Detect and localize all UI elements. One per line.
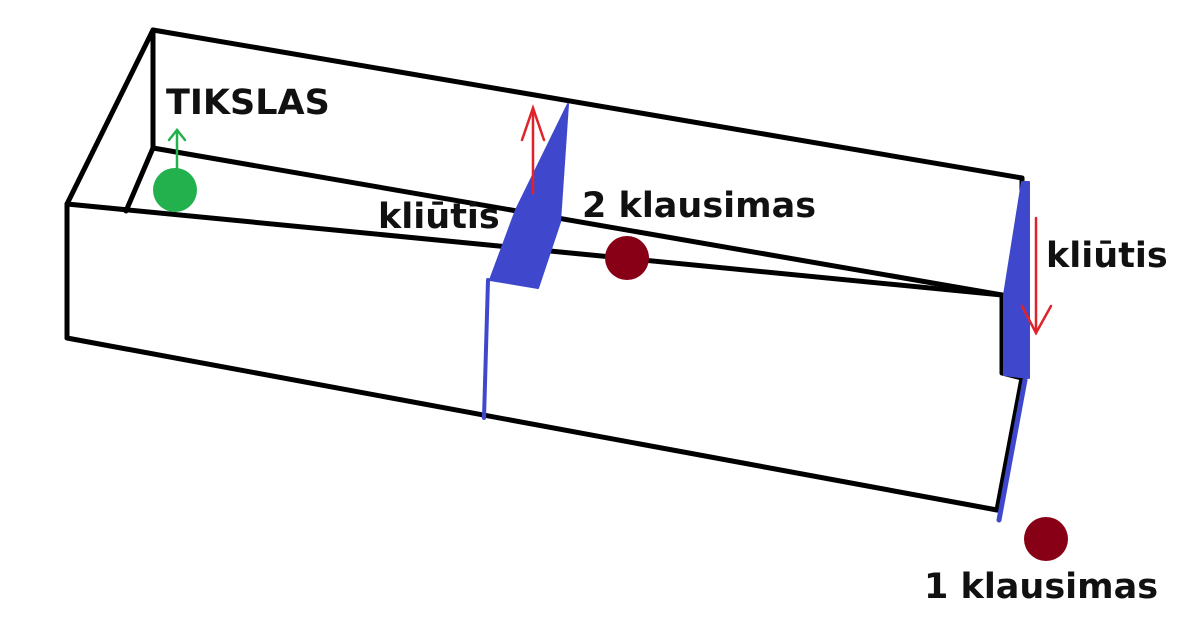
- green-ball-icon: [153, 168, 197, 212]
- right-barrier: [996, 181, 1030, 523]
- middle-barrier: [482, 103, 569, 420]
- obstacle-middle-label: kliūtis: [378, 197, 500, 237]
- middle-barrier-lower-edge: [482, 278, 490, 420]
- goal-label: TIKSLAS: [166, 83, 330, 123]
- dark-red-ball-icon: [1024, 517, 1068, 561]
- front-bottom-edge: [64, 335, 1000, 513]
- dark-red-ball-icon: [605, 236, 649, 280]
- red-up-arrow-icon: [520, 104, 546, 195]
- right-front-slope-edge: [994, 375, 1025, 513]
- question-2-label: 2 klausimas: [582, 186, 816, 226]
- red-down-arrow-icon: [1020, 216, 1053, 336]
- back-top-edge: [150, 27, 1025, 181]
- right-barrier-lower-edge: [996, 377, 1028, 523]
- question-1-label: 1 klausimas: [924, 567, 1158, 607]
- inner-left-edge: [123, 145, 156, 214]
- inner-floor-edge: [150, 145, 1005, 298]
- green-up-arrow-icon: [167, 127, 187, 172]
- right-barrier-panel: [1003, 181, 1030, 379]
- middle-barrier-panel: [489, 103, 569, 289]
- obstacle-right-label: kliūtis: [1046, 236, 1168, 276]
- left-top-edge: [64, 27, 156, 207]
